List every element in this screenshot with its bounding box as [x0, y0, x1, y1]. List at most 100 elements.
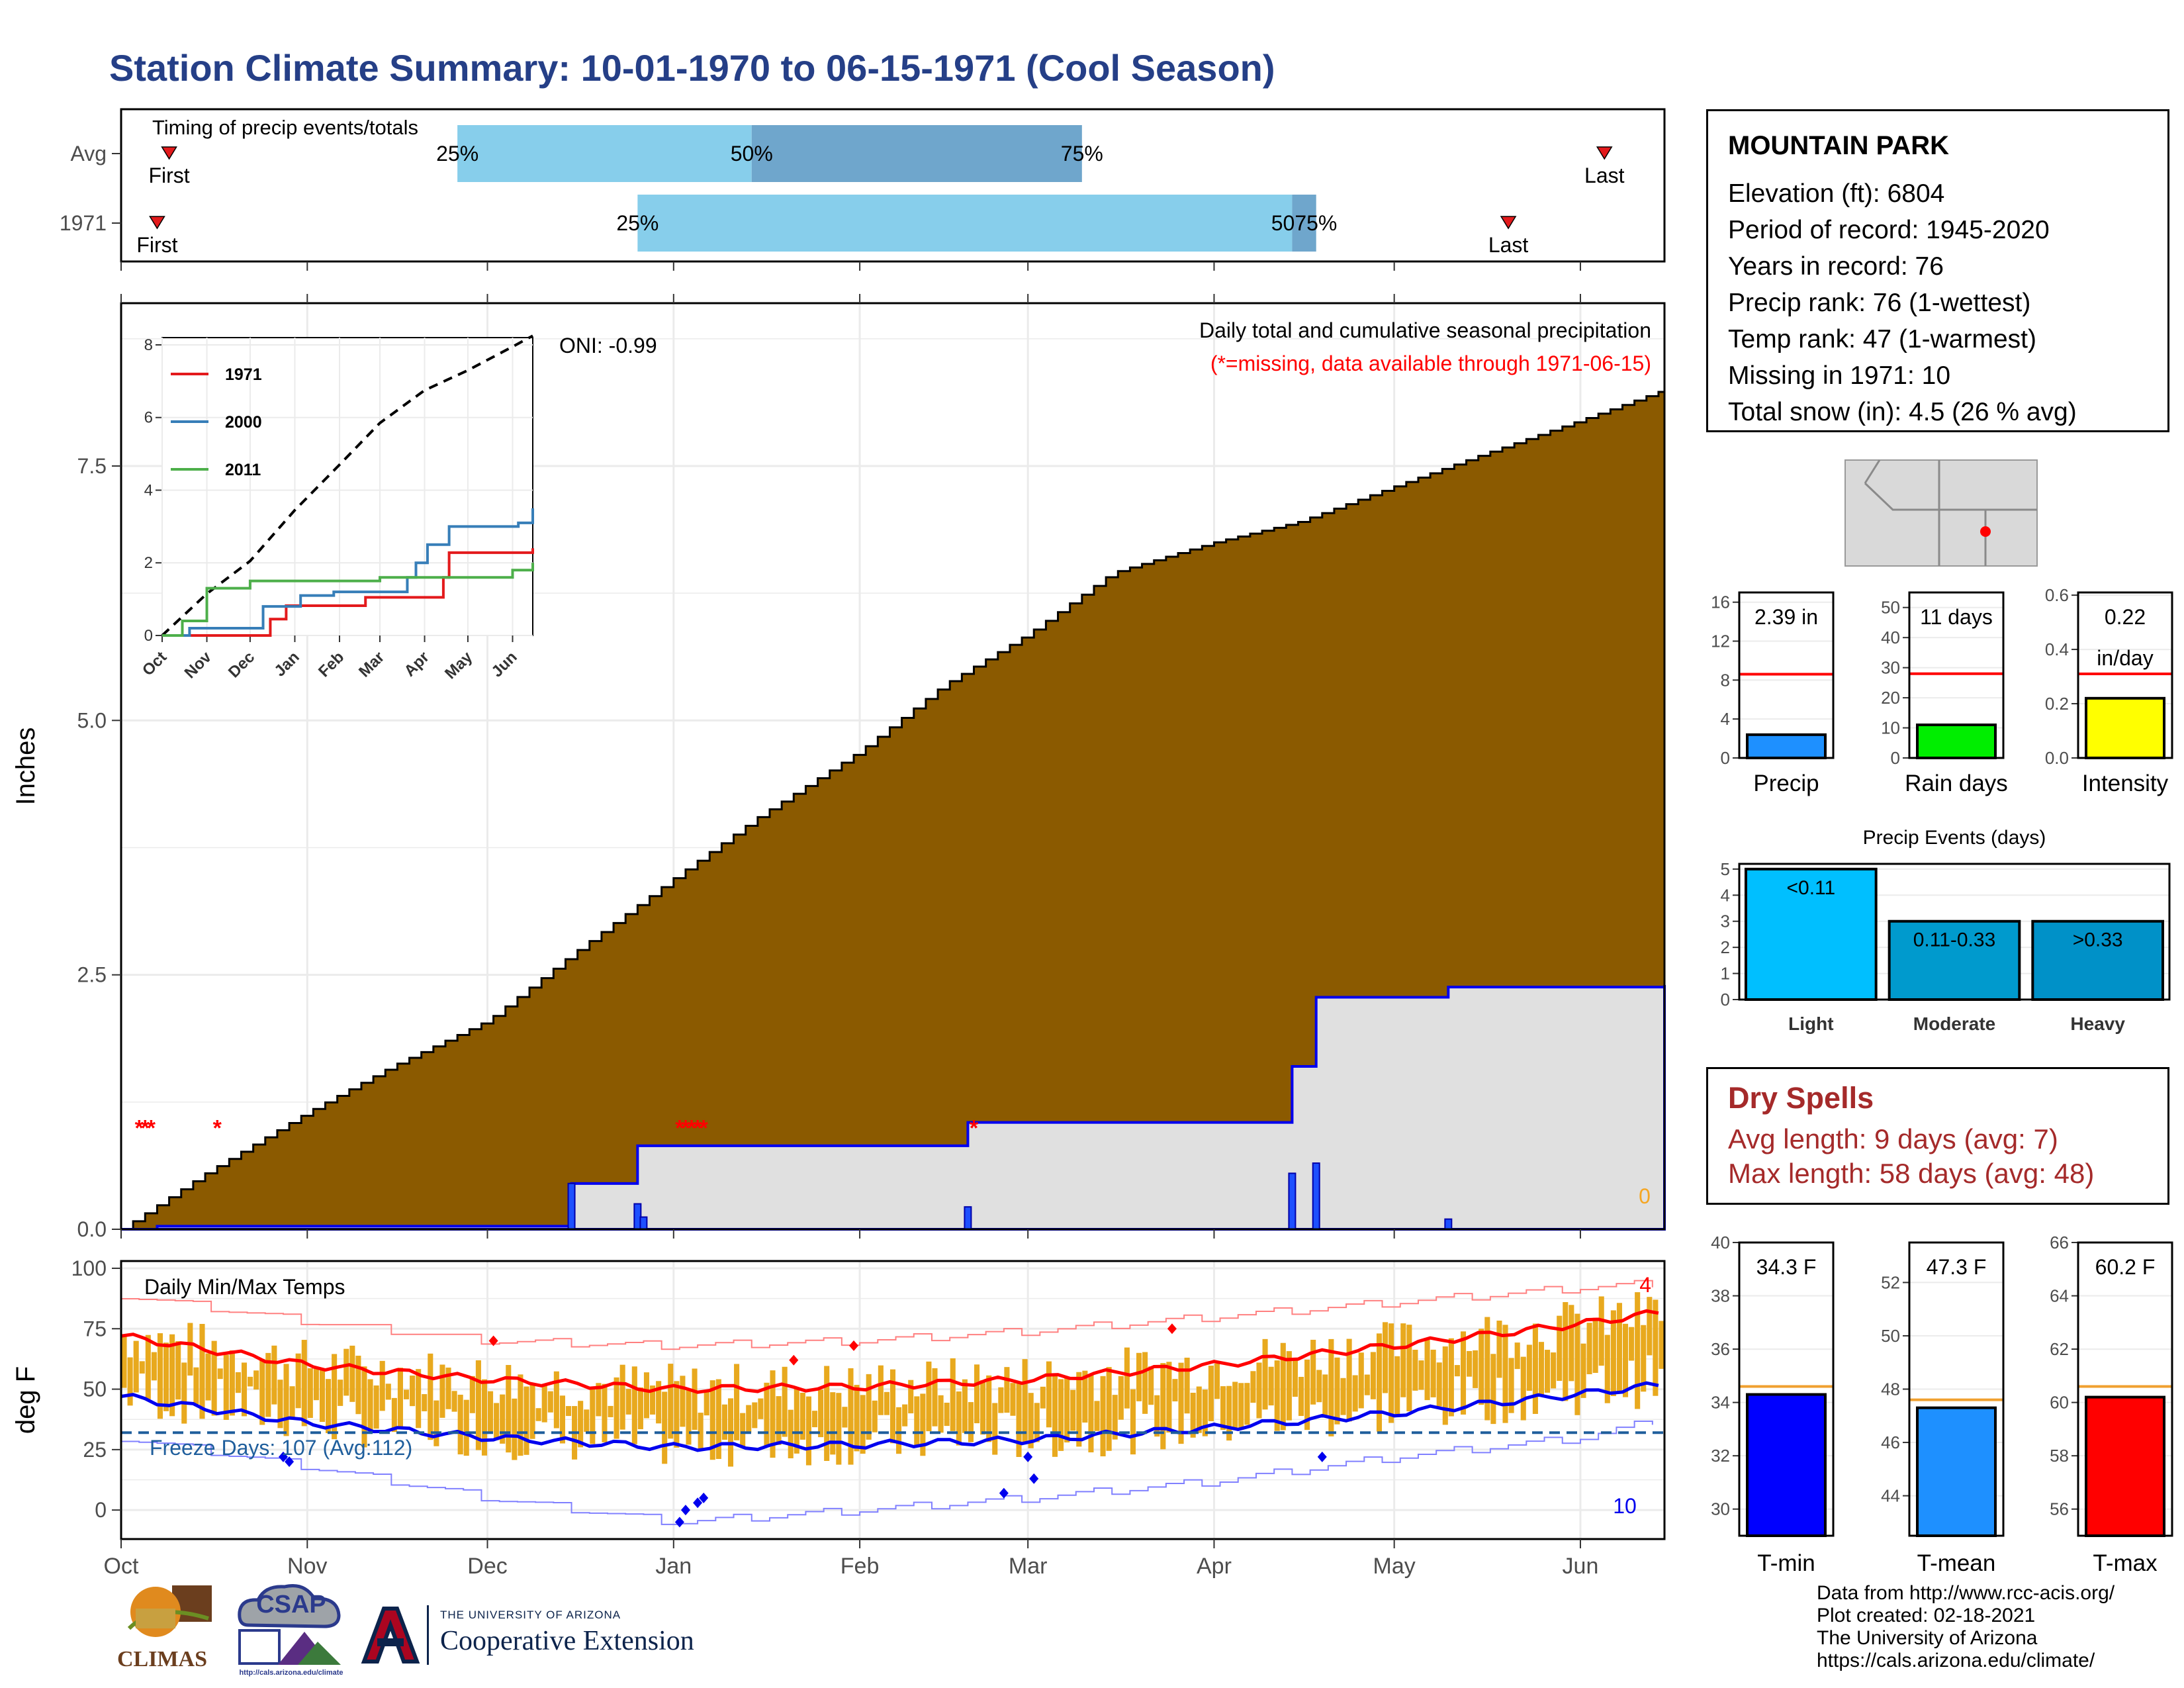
- inset-series-line-2011: [162, 563, 534, 637]
- precip-annotation: Daily total and cumulative seasonal prec…: [1199, 318, 1651, 342]
- small-panel-y-tick-label: 64: [2050, 1286, 2069, 1306]
- events-bar-label: 0.11-0.33: [1913, 929, 1996, 951]
- temps-daily-range-bar: [1394, 1356, 1400, 1415]
- temps-daily-range-bar: [1406, 1325, 1412, 1412]
- temps-daily-range-bar: [1376, 1333, 1383, 1432]
- events-y-tick-label: 5: [1721, 859, 1730, 879]
- timing-first-marker: [161, 146, 177, 160]
- temps-daily-range-bar: [668, 1364, 674, 1439]
- small-panel-value-label: in/day: [2097, 646, 2153, 670]
- temps-daily-range-bar: [1202, 1389, 1208, 1436]
- timing-last-label: Last: [1488, 233, 1529, 257]
- precip-missing-marker: *: [675, 1115, 684, 1141]
- csap-logo-url: http://cals.arizona.edu/climate: [239, 1669, 343, 1677]
- precip-missing-note: (*=missing, data available through 1971-…: [1210, 352, 1651, 375]
- small-panel-bar-T-mean: [1916, 1406, 1997, 1538]
- temps-daily-range-bar: [1160, 1363, 1166, 1450]
- small-panel-frame: [2077, 591, 2173, 759]
- timing-bar-50-75: [1292, 195, 1316, 252]
- temps-daily-range-bar: [1430, 1349, 1436, 1397]
- precip-y-tick-label: 2.5: [77, 963, 107, 987]
- station-total-snow: Total snow (in): 4.5 (26 % avg): [1728, 398, 2077, 426]
- temps-daily-range-bar: [1490, 1354, 1496, 1425]
- temps-daily-range-bar: [1322, 1374, 1328, 1417]
- small-panel-y-tick-label: 4: [1721, 709, 1730, 729]
- temps-daily-range-bar: [547, 1391, 553, 1413]
- temps-daily-range-bar: [1070, 1389, 1076, 1431]
- temps-daily-range-bar: [301, 1340, 307, 1427]
- temps-daily-range-bar: [920, 1393, 926, 1456]
- temps-daily-range-bar: [698, 1413, 704, 1449]
- precip-missing-marker: *: [141, 1115, 150, 1141]
- temps-daily-range-bar: [637, 1387, 643, 1430]
- temps-daily-range-bar: [1358, 1352, 1364, 1409]
- temps-daily-range-bar: [481, 1379, 488, 1456]
- temps-daily-range-bar: [361, 1366, 367, 1448]
- temps-daily-range-bar: [248, 1376, 253, 1387]
- temps-daily-range-bar: [596, 1383, 602, 1417]
- temps-daily-range-bar: [475, 1360, 481, 1450]
- temps-daily-range-bar: [1130, 1389, 1136, 1455]
- temps-daily-range-bar: [715, 1379, 721, 1459]
- timing-first-label: First: [136, 233, 177, 257]
- temps-daily-range-bar: [1274, 1360, 1280, 1431]
- temps-daily-range-bar: [535, 1408, 541, 1421]
- temps-daily-range-bar: [1622, 1323, 1629, 1397]
- precip-missing-marker: *: [681, 1115, 690, 1141]
- station-location-marker: [1980, 526, 1991, 537]
- temps-daily-range-bar: [1046, 1361, 1052, 1428]
- temps-daily-range-bar: [1479, 1329, 1484, 1405]
- station-name: MOUNTAIN PARK: [1728, 131, 1950, 160]
- temps-daily-range-bar: [992, 1403, 998, 1455]
- temps-daily-range-bar: [1304, 1359, 1310, 1430]
- temps-daily-range-bar: [889, 1369, 896, 1444]
- temps-daily-range-bar: [1586, 1323, 1592, 1375]
- small-panel-bar-Intensity: [2085, 696, 2165, 759]
- temps-daily-range-bar: [1610, 1310, 1616, 1397]
- temps-daily-range-bar: [1124, 1347, 1130, 1409]
- small-panel-y-tick-label: 66: [2050, 1233, 2069, 1252]
- temps-daily-range-bar: [422, 1394, 428, 1411]
- temps-daily-range-bar: [932, 1368, 938, 1427]
- temps-daily-range-bar: [1641, 1325, 1647, 1392]
- temps-daily-range-bar: [794, 1388, 799, 1454]
- temps-daily-range-bar: [385, 1383, 391, 1400]
- temps-daily-range-bar: [878, 1365, 884, 1415]
- temps-daily-range-bar: [1659, 1321, 1664, 1369]
- temps-daily-range-bar: [1467, 1350, 1473, 1377]
- temps-daily-range-bar: [866, 1374, 872, 1440]
- temps-daily-range-bar: [416, 1369, 422, 1429]
- temps-daily-range-bar: [1388, 1323, 1394, 1423]
- timing-bar-25-50: [637, 195, 1293, 252]
- small-panel-value-label: 11 days: [1920, 605, 1993, 629]
- small-panel-value-label: 47.3 F: [1927, 1255, 1987, 1279]
- temps-daily-range-bar: [512, 1398, 518, 1460]
- precip-missing-marker: *: [213, 1115, 222, 1141]
- temps-daily-range-bar: [391, 1397, 397, 1432]
- locator-map: [1844, 459, 2038, 567]
- temps-x-tick-label: Apr: [1197, 1554, 1232, 1579]
- temps-daily-range-bar: [1538, 1342, 1545, 1395]
- temps-daily-range-bar: [235, 1372, 241, 1393]
- temps-x-tick-label: May: [1373, 1554, 1416, 1579]
- temps-daily-range-bar: [1383, 1322, 1388, 1393]
- temps-daily-range-bar: [277, 1380, 283, 1429]
- temps-daily-range-bar: [619, 1364, 625, 1430]
- inset-y-tick-label: 2: [144, 554, 153, 572]
- temps-daily-range-bar: [1557, 1315, 1563, 1382]
- temps-daily-range-bar: [643, 1372, 650, 1419]
- temps-daily-range-bar: [205, 1353, 211, 1401]
- temps-record-high-marker: [789, 1354, 799, 1366]
- timing-p25-label: 25%: [436, 142, 478, 165]
- temps-daily-range-bar: [1250, 1371, 1256, 1403]
- temps-daily-range-bar: [1508, 1358, 1514, 1413]
- timing-last-label: Last: [1584, 164, 1625, 187]
- map-background: [1844, 459, 2038, 567]
- dry-spells-avg: Avg length: 9 days (avg: 7): [1728, 1123, 2058, 1154]
- page-title: Station Climate Summary: 10-01-1970 to 0…: [109, 47, 1275, 89]
- small-panel-y-tick-label: 0.4: [2045, 639, 2069, 659]
- temps-daily-range-bar: [529, 1383, 535, 1439]
- events-frame: [1738, 863, 2171, 1001]
- precip-totals-panel: 0 4 8 12 16 2.39 in Precip 0 10 20 30 40 50 11 days Ra…: [1711, 585, 2173, 796]
